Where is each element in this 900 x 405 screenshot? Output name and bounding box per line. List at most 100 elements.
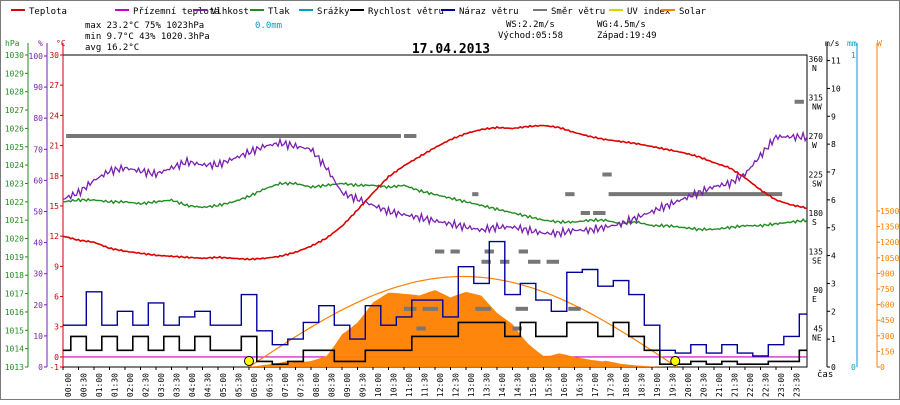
- axis-tick-label: 1350: [880, 223, 899, 232]
- x-tick-label: 05:00: [219, 373, 228, 397]
- uv-marker: [670, 356, 681, 366]
- x-axis: 00:00 00:30 01:00 01:30 02:00 02:30 03:00 03:30…: [62, 367, 833, 397]
- solar-area: [63, 290, 807, 367]
- axis-tick-label: 1200: [880, 238, 899, 247]
- stat-rain: 0.0mm: [255, 21, 282, 31]
- axis-tick-label: 1: [851, 51, 856, 60]
- axis-tick-label: 1024: [5, 161, 24, 170]
- axis-title-mm: mm: [847, 39, 857, 48]
- x-tick-label: 11:00: [405, 373, 414, 397]
- axis-tick-label: 1022: [5, 198, 24, 207]
- x-tick-label: 08:00: [312, 373, 321, 397]
- legend-label: Tlak: [268, 7, 290, 17]
- axis-tick-label: 3: [831, 279, 836, 288]
- axis-tick-label: 600: [880, 301, 895, 310]
- axis-tick-label: 21: [49, 142, 59, 151]
- axis-tick-label: 0: [54, 353, 59, 362]
- axis-tick-label: 900: [880, 269, 895, 278]
- axis-tick-label: 30: [33, 270, 43, 279]
- direction-letter-label: NE: [812, 334, 822, 343]
- x-tick-label: 21:30: [731, 373, 740, 397]
- direction-degree-label: 180: [809, 209, 824, 218]
- uv-marker: [244, 356, 254, 366]
- axis-tick-label: 24: [49, 111, 59, 120]
- x-tick-label: 21:00: [715, 373, 724, 397]
- axis-tick-label: 40: [33, 239, 43, 248]
- x-tick-label: 22:00: [746, 373, 755, 397]
- legend-label: Směr větru: [551, 7, 605, 17]
- x-tick-label: 14:00: [498, 373, 507, 397]
- x-tick-label: 22:30: [762, 373, 771, 397]
- axis-tick-label: 90: [33, 83, 43, 92]
- x-axis-title: čas: [817, 369, 833, 380]
- axis-tick-label: 20: [33, 301, 43, 310]
- temperature-line: [63, 124, 807, 261]
- axis-tick-label: 70: [33, 145, 43, 154]
- direction-degree-label: 135: [809, 248, 824, 257]
- x-tick-label: 14:30: [514, 373, 523, 397]
- axis-tick-label: 1019: [5, 253, 24, 262]
- axis-tick-label: 2: [831, 307, 836, 316]
- x-tick-label: 06:30: [266, 373, 275, 397]
- axis-tick-label: 1026: [5, 124, 24, 133]
- direction-letter-label: SE: [812, 257, 822, 266]
- axis-tick-label: -1: [49, 363, 59, 372]
- x-tick-label: 00:00: [64, 373, 73, 397]
- axis-tick-label: 80: [33, 114, 43, 123]
- humidity-line: [63, 130, 807, 239]
- x-tick-label: 13:30: [483, 373, 492, 397]
- plot-series: [63, 99, 807, 367]
- axis-tick-label: 1023: [5, 179, 24, 188]
- axis-tick-label: 100: [29, 52, 44, 61]
- axis-tick-label: 4: [831, 252, 836, 261]
- x-tick-label: 15:00: [529, 373, 538, 397]
- axis-tick-label: 1030: [5, 51, 24, 60]
- legend-label: Solar: [679, 7, 707, 17]
- x-tick-label: 05:30: [235, 373, 244, 397]
- x-tick-label: 19:30: [669, 373, 678, 397]
- direction-letter-label: NW: [812, 103, 822, 112]
- axis-tick-label: 1018: [5, 271, 24, 280]
- axis-tick-label: 7: [831, 168, 836, 177]
- plot-area: [63, 99, 807, 367]
- axis-title-wind: m/s: [825, 39, 840, 48]
- axis-tick-label: 1027: [5, 106, 24, 115]
- wind-speed-line: [63, 321, 807, 365]
- axis-tick-label: 1013: [5, 363, 24, 372]
- x-tick-label: 06:00: [250, 373, 259, 397]
- axis-tick-label: 6: [54, 293, 59, 302]
- axis-tick-label: 1017: [5, 290, 24, 299]
- axis-tick-label: 1014: [5, 345, 24, 354]
- axis-tick-label: 1021: [5, 216, 24, 225]
- direction-degree-label: 90: [813, 286, 823, 295]
- axis-tick-label: 1020: [5, 235, 24, 244]
- axis-tick-label: 0: [831, 363, 836, 372]
- x-tick-label: 18:00: [622, 373, 631, 397]
- axis-title-solar: W: [877, 39, 882, 48]
- stat-avg: avg 16.2°C: [85, 43, 139, 53]
- x-tick-label: 02:30: [142, 373, 151, 397]
- legend-label: UV index: [627, 7, 671, 17]
- x-tick-label: 07:30: [297, 373, 306, 397]
- axis-tick-label: 0: [38, 363, 43, 372]
- axis-tick-label: 1050: [880, 254, 899, 263]
- x-tick-label: 01:00: [95, 373, 104, 397]
- stat-max: max 23.2°C 75% 1023hPa: [85, 21, 204, 31]
- axis-tick-label: 27: [49, 81, 59, 90]
- axis-tick-label: 12: [49, 232, 59, 241]
- direction-letter-label: W: [812, 141, 817, 150]
- axis-tick-label: 9: [54, 262, 59, 271]
- x-tick-label: 20:30: [700, 373, 709, 397]
- x-tick-label: 10:00: [374, 373, 383, 397]
- axis-tick-label: 60: [33, 176, 43, 185]
- chart-title: 17.04.2013: [412, 42, 490, 57]
- axis-tick-label: 750: [880, 285, 895, 294]
- axis-tick-label: 1: [831, 335, 836, 344]
- legend-label: Rychlost větru: [368, 7, 444, 17]
- x-tick-label: 23:00: [777, 373, 786, 397]
- x-tick-label: 11:30: [421, 373, 430, 397]
- axis-tick-label: 9: [831, 112, 836, 121]
- axis-tick-label: 1016: [5, 308, 24, 317]
